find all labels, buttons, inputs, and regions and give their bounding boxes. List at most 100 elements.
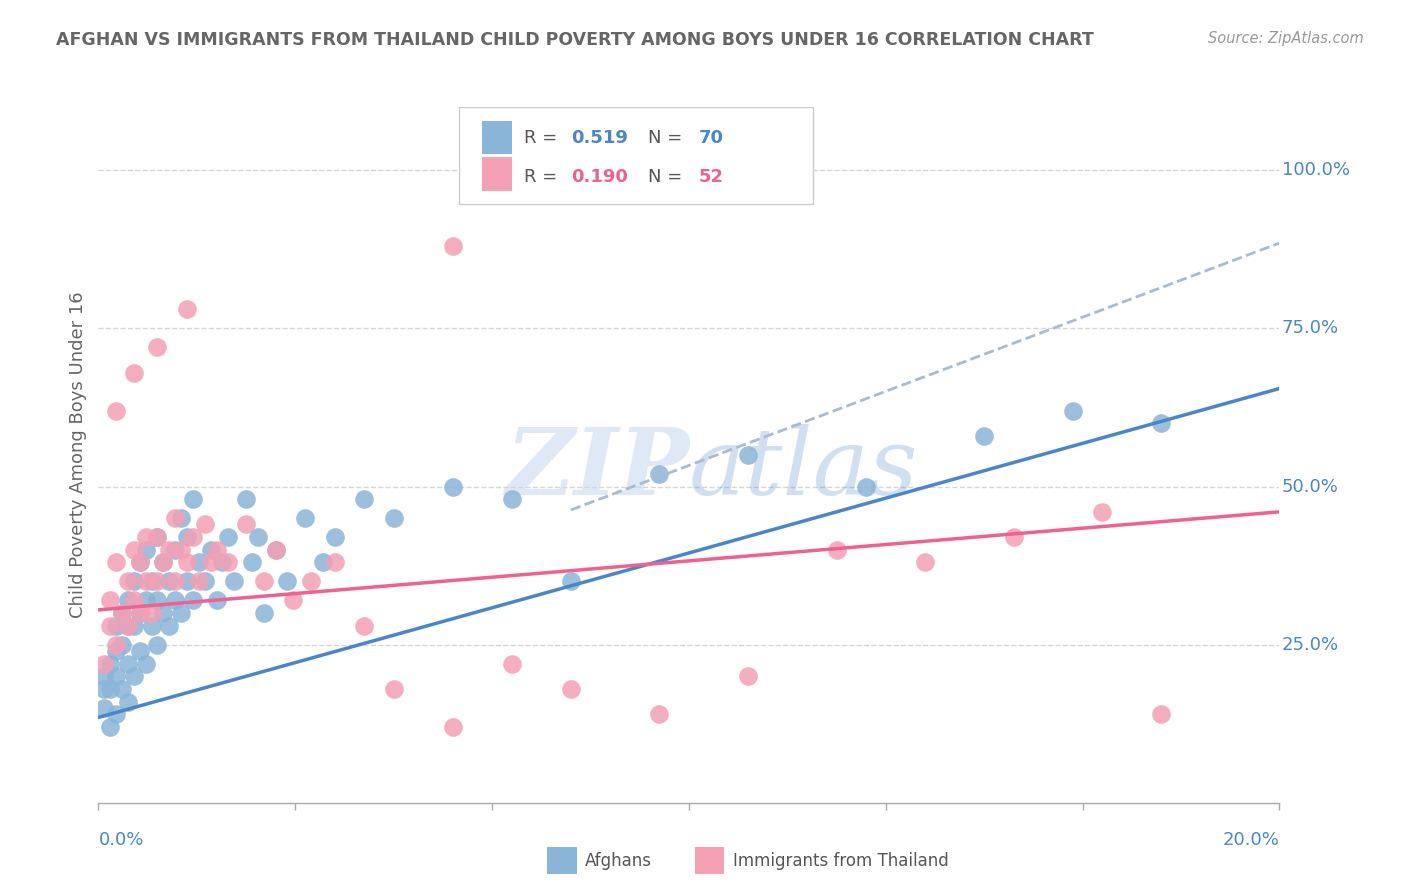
- FancyBboxPatch shape: [547, 847, 576, 874]
- Point: [157, 574, 180, 589]
- Point: [737, 669, 759, 683]
- Text: Immigrants from Thailand: Immigrants from Thailand: [733, 852, 949, 870]
- Point: [170, 511, 193, 525]
- Point: [111, 681, 134, 696]
- Point: [128, 556, 150, 570]
- Point: [135, 530, 157, 544]
- Text: ZIP: ZIP: [505, 424, 689, 514]
- FancyBboxPatch shape: [482, 121, 512, 154]
- Text: 70: 70: [699, 128, 724, 146]
- Point: [264, 542, 287, 557]
- Point: [105, 707, 128, 722]
- Point: [299, 574, 322, 589]
- Point: [187, 556, 209, 570]
- Text: 50.0%: 50.0%: [1282, 477, 1339, 496]
- Point: [98, 593, 121, 607]
- Point: [737, 448, 759, 462]
- Point: [141, 618, 163, 632]
- Point: [98, 657, 121, 671]
- FancyBboxPatch shape: [482, 157, 512, 191]
- Point: [105, 618, 128, 632]
- Point: [122, 593, 145, 607]
- Point: [211, 556, 233, 570]
- Point: [264, 542, 287, 557]
- Text: R =: R =: [523, 128, 562, 146]
- Text: Afghans: Afghans: [585, 852, 652, 870]
- Text: Source: ZipAtlas.com: Source: ZipAtlas.com: [1208, 31, 1364, 46]
- Text: 0.190: 0.190: [571, 168, 627, 186]
- Point: [205, 542, 228, 557]
- Point: [181, 593, 204, 607]
- Point: [146, 638, 169, 652]
- Point: [165, 593, 187, 607]
- Point: [825, 542, 848, 557]
- Point: [312, 556, 335, 570]
- Point: [165, 542, 187, 557]
- Point: [200, 556, 222, 570]
- Point: [382, 511, 405, 525]
- Point: [146, 340, 169, 354]
- Point: [128, 644, 150, 658]
- Point: [93, 701, 115, 715]
- Point: [200, 542, 222, 557]
- Point: [165, 574, 187, 589]
- Point: [128, 606, 150, 620]
- Point: [98, 681, 121, 696]
- Point: [253, 606, 276, 620]
- Point: [105, 403, 128, 417]
- Point: [246, 530, 269, 544]
- FancyBboxPatch shape: [458, 107, 813, 204]
- Point: [146, 530, 169, 544]
- Text: R =: R =: [523, 168, 562, 186]
- Point: [194, 517, 217, 532]
- Point: [117, 574, 139, 589]
- Point: [128, 556, 150, 570]
- Text: 25.0%: 25.0%: [1282, 636, 1339, 654]
- Point: [648, 467, 671, 481]
- Point: [648, 707, 671, 722]
- Point: [176, 574, 198, 589]
- Point: [176, 556, 198, 570]
- Point: [501, 492, 523, 507]
- Point: [441, 239, 464, 253]
- Point: [105, 556, 128, 570]
- Point: [187, 574, 209, 589]
- Point: [146, 574, 169, 589]
- Point: [205, 593, 228, 607]
- Point: [105, 638, 128, 652]
- Point: [93, 657, 115, 671]
- Point: [122, 542, 145, 557]
- Point: [441, 479, 464, 493]
- Point: [240, 556, 263, 570]
- Point: [323, 530, 346, 544]
- Point: [111, 606, 134, 620]
- Point: [128, 606, 150, 620]
- Point: [117, 657, 139, 671]
- Point: [560, 574, 582, 589]
- Point: [170, 606, 193, 620]
- Point: [294, 511, 316, 525]
- Point: [122, 618, 145, 632]
- Text: 0.519: 0.519: [571, 128, 627, 146]
- Point: [93, 681, 115, 696]
- Point: [855, 479, 877, 493]
- Text: 75.0%: 75.0%: [1282, 319, 1339, 337]
- Point: [146, 593, 169, 607]
- Point: [98, 720, 121, 734]
- Point: [105, 644, 128, 658]
- Point: [152, 556, 174, 570]
- Point: [1062, 403, 1084, 417]
- Point: [194, 574, 217, 589]
- Text: atlas: atlas: [689, 424, 918, 514]
- Point: [165, 511, 187, 525]
- Point: [217, 556, 239, 570]
- Point: [157, 542, 180, 557]
- Point: [560, 681, 582, 696]
- Point: [135, 593, 157, 607]
- Point: [122, 366, 145, 380]
- Y-axis label: Child Poverty Among Boys Under 16: Child Poverty Among Boys Under 16: [69, 292, 87, 618]
- Point: [135, 657, 157, 671]
- Point: [217, 530, 239, 544]
- Point: [152, 556, 174, 570]
- Point: [146, 530, 169, 544]
